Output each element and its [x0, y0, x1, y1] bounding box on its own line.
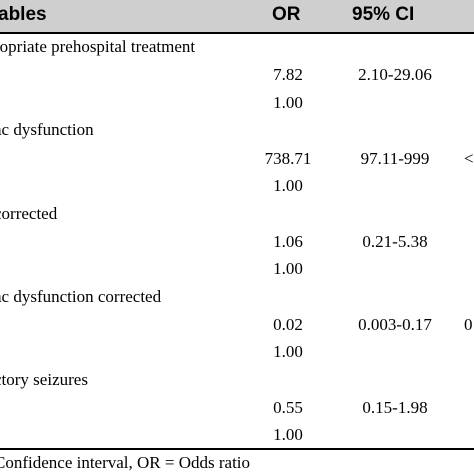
- column-header-ci: 95% CI: [352, 4, 415, 25]
- footnote: Confidence interval, OR = Odds ratio: [0, 453, 251, 472]
- confidence-interval-value: 2.10-29.06: [358, 65, 432, 84]
- cut-off-cell-text: <: [464, 149, 474, 168]
- confidence-interval-value: 97.11-999: [360, 149, 430, 168]
- section-title: ac dysfunction corrected: [0, 287, 162, 306]
- odds-ratio-value: 7.82: [273, 65, 303, 84]
- odds-ratio-value: 738.71: [264, 149, 312, 168]
- odds-ratio-value: 1.06: [273, 232, 303, 251]
- odds-ratio-value: 1.00: [273, 176, 303, 195]
- odds-ratio-value: 1.00: [273, 342, 303, 361]
- confidence-interval-value: 0.21-5.38: [362, 232, 428, 251]
- column-header-or: OR: [272, 4, 301, 25]
- odds-ratio-value: 0.02: [273, 315, 303, 334]
- odds-ratio-value: 0.55: [273, 398, 303, 417]
- odds-ratio-value: 1.00: [273, 425, 303, 444]
- section-title: corrected: [0, 204, 58, 223]
- odds-ratio-value: 1.00: [273, 93, 303, 112]
- section-title: ropriate prehospital treatment: [0, 37, 196, 56]
- table-footer: Confidence interval, OR = Odds ratio: [0, 448, 474, 476]
- section-title: ac dysfunction: [0, 120, 94, 139]
- column-header-variables: ables: [0, 4, 47, 25]
- table-header: ables OR 95% CI: [0, 0, 474, 34]
- confidence-interval-value: 0.003-0.17: [358, 315, 432, 334]
- confidence-interval-value: 0.15-1.98: [362, 398, 428, 417]
- section-title: ctory seizures: [0, 370, 88, 389]
- odds-ratio-value: 1.00: [273, 259, 303, 278]
- cut-off-cell-text: 0: [464, 315, 473, 334]
